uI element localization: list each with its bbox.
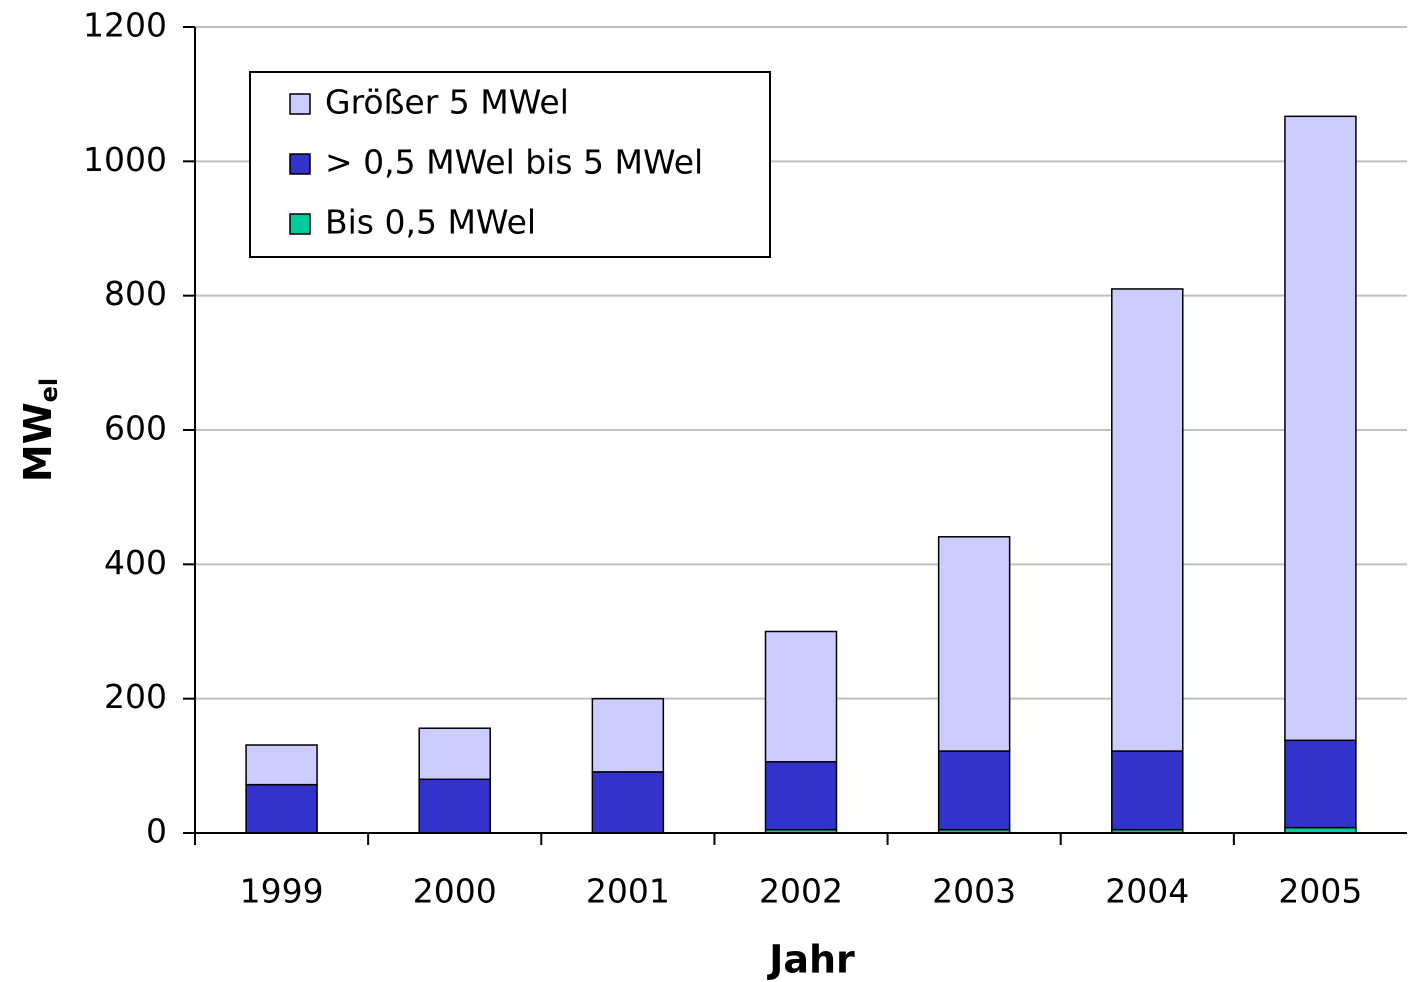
- bar-segment: [245, 744, 318, 786]
- x-axis-label: Jahr: [766, 938, 855, 982]
- x-tick-label: 2003: [932, 872, 1016, 911]
- legend-box: [249, 71, 771, 258]
- legend-swatch: [289, 213, 311, 235]
- y-tick-label: 1000: [83, 140, 167, 179]
- y-tick-label: 800: [104, 274, 167, 313]
- legend-label: > 0,5 MWel bis 5 MWel: [325, 143, 703, 182]
- x-tick-label: 2001: [586, 872, 670, 911]
- y-axis-label: MWel: [16, 378, 64, 482]
- x-tick-label: 1999: [240, 872, 324, 911]
- bar-segment: [591, 697, 665, 773]
- legend-swatch: [289, 153, 311, 175]
- x-tick-label: 2002: [759, 872, 843, 911]
- y-tick-label: 600: [104, 409, 167, 448]
- bar-segment: [591, 771, 665, 834]
- y-axis-label-sub: el: [35, 378, 63, 403]
- bar-segment: [764, 761, 838, 831]
- y-tick-label: 0: [146, 812, 167, 851]
- legend-label: Größer 5 MWel: [325, 83, 569, 122]
- y-tick-label: 1200: [83, 6, 167, 45]
- x-tick-label: 2005: [1278, 872, 1362, 911]
- legend-label: Bis 0,5 MWel: [325, 203, 536, 242]
- bar-segment: [245, 783, 318, 834]
- legend-swatch: [289, 93, 311, 115]
- bar-segment: [1111, 288, 1184, 752]
- y-tick-label: 400: [104, 543, 167, 582]
- y-tick-label: 200: [104, 677, 167, 716]
- bar-segment: [937, 750, 1011, 831]
- bar-segment: [764, 630, 838, 763]
- bar-segment: [418, 727, 491, 781]
- bar-segment: [418, 778, 491, 834]
- y-axis-label-main: MW: [16, 402, 60, 482]
- bar-segment: [1111, 750, 1184, 831]
- bar-segment: [1284, 739, 1357, 829]
- x-tick-label: 2004: [1105, 872, 1189, 911]
- x-tick-label: 2000: [413, 872, 497, 911]
- bar-segment: [1284, 115, 1357, 742]
- bar-segment: [937, 536, 1011, 752]
